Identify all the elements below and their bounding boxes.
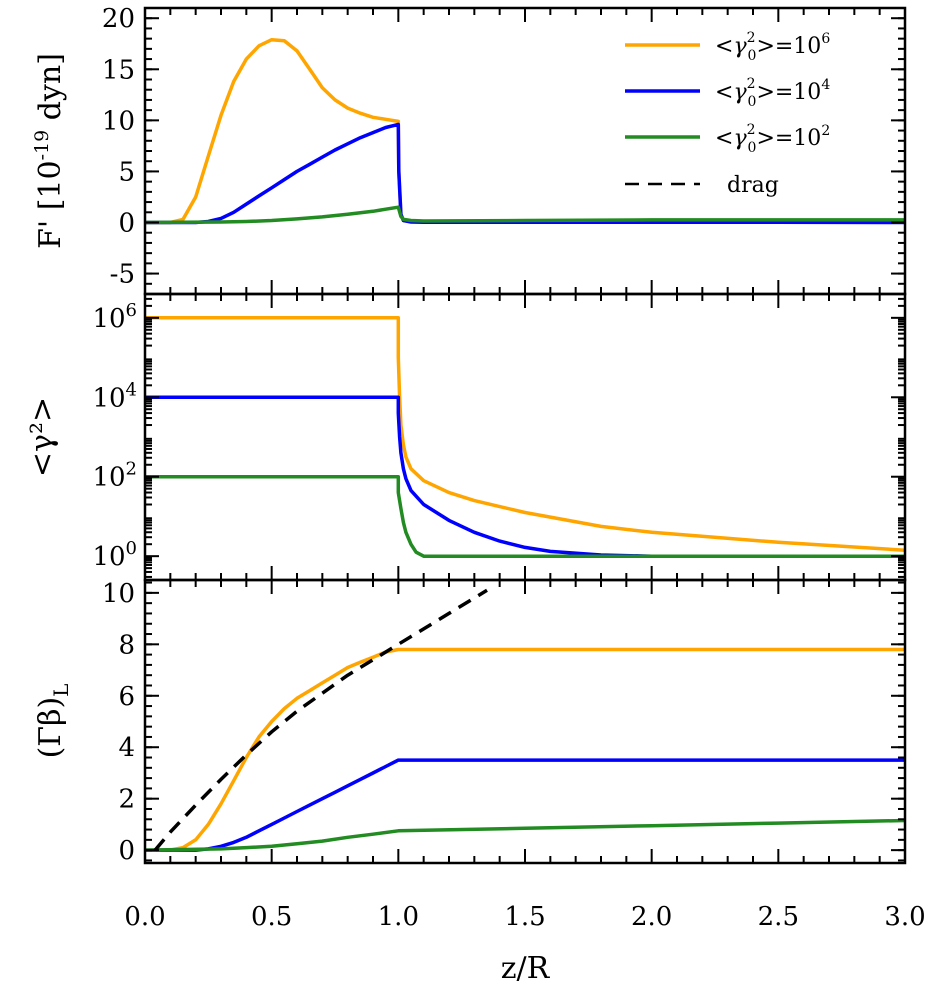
- force-ytick-label: 20: [102, 4, 135, 34]
- force-ylabel: F' [10-19 dyn]: [31, 53, 68, 249]
- force-ytick-label: 0: [118, 209, 135, 239]
- gamma-ytick-label: 106: [92, 300, 137, 334]
- legend: <γ2 0>=106 <γ2 0>=104 <γ2 0>=102 drag: [625, 30, 830, 198]
- gammabeta-frame: [143, 578, 907, 865]
- gamma-ytick-label: 104: [92, 379, 137, 413]
- panel-gammabeta: 0 2 4 6 8 10 (Γβ)L: [33, 578, 907, 866]
- legend-label-0: <γ2 0>=106: [715, 30, 830, 64]
- x-tick-label: 2.5: [758, 902, 799, 932]
- x-tick-label: 2.0: [631, 902, 672, 932]
- gammabeta-ytick-label: 8: [118, 630, 135, 660]
- force-series: [145, 37, 905, 225]
- gammabeta-series-1: [145, 758, 905, 852]
- gammabeta-series-3: [153, 588, 488, 852]
- x-tick-label: 0.5: [251, 902, 292, 932]
- gammabeta-ytick-label: 4: [118, 733, 135, 763]
- gamma-frame: [143, 292, 907, 582]
- x-tick-label: 1.5: [504, 902, 545, 932]
- gammabeta-ytick-label: 0: [118, 836, 135, 866]
- panel-gamma: 100 102 104 106 <γ²>: [25, 292, 907, 582]
- legend-label-1: <γ2 0>=104: [715, 76, 830, 110]
- gamma-ytick-label: 100: [92, 538, 137, 572]
- gamma-series: [145, 316, 905, 558]
- gamma-ylabel: <γ²>: [25, 397, 60, 477]
- gammabeta-ytick-label: 2: [118, 785, 135, 815]
- x-axis-label: z/R: [501, 951, 551, 986]
- gammabeta-ytick-label: 10: [102, 579, 135, 609]
- x-tick-label: 1.0: [378, 902, 419, 932]
- x-tick-label: 3.0: [884, 902, 925, 932]
- x-axis-ticks: 0.0 0.5 1.0 1.5 2.0 2.5 3.0: [124, 902, 925, 932]
- gammabeta-series-2: [145, 818, 905, 852]
- gammabeta-ytick-label: 6: [118, 682, 135, 712]
- force-series-2: [145, 205, 905, 225]
- gamma-series-0: [145, 316, 905, 552]
- x-tick-label: 0.0: [124, 902, 165, 932]
- force-ytick-label: 15: [102, 55, 135, 85]
- gammabeta-ylabel: (Γβ)L: [33, 684, 73, 759]
- legend-label-2: <γ2 0>=102: [715, 122, 830, 156]
- legend-label-3: drag: [727, 173, 779, 198]
- gammabeta-series-0: [145, 647, 905, 852]
- gamma-ytick-label: 102: [92, 459, 137, 493]
- gamma-ticks: 100 102 104 106: [92, 294, 906, 580]
- force-ytick-label: 10: [102, 106, 135, 136]
- force-ytick-label: 5: [118, 157, 135, 187]
- gamma-series-2: [145, 474, 905, 558]
- gammabeta-series: [145, 588, 905, 852]
- force-ytick-label: -5: [110, 260, 135, 290]
